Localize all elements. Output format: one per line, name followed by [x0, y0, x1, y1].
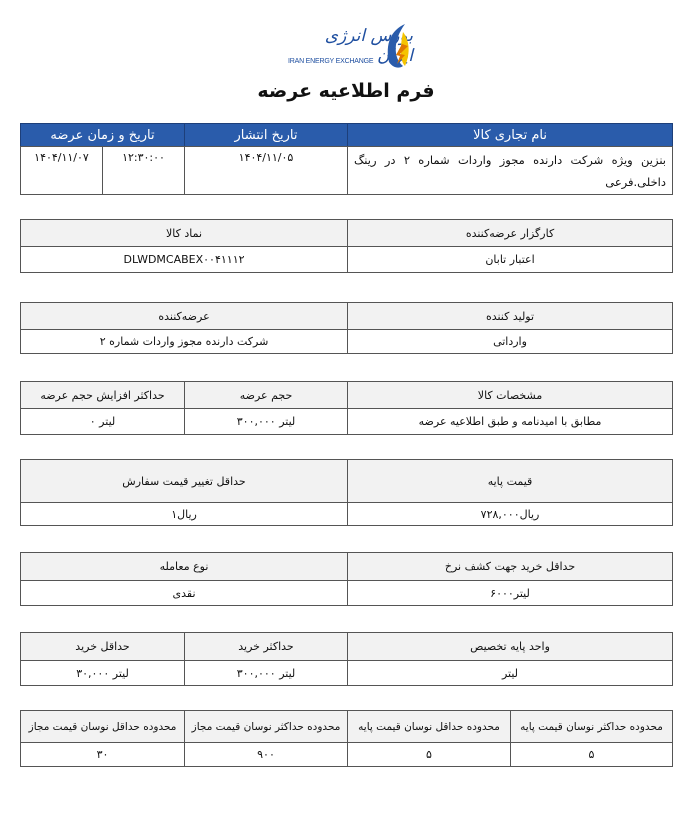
- table-header-cell: حجم عرضه: [184, 381, 348, 409]
- table-header-cell: قیمت پایه: [347, 459, 673, 503]
- table-header-cell: نماد کالا: [20, 219, 348, 247]
- logo-flame-icon: [387, 24, 409, 68]
- table-value-cell: لیتر ۰: [20, 408, 185, 435]
- table-value-cell: لیتر ۳۰۰,۰۰۰: [184, 660, 348, 686]
- table-header-cell: تاریخ و زمان عرضه: [20, 123, 185, 147]
- table-value-cell: ریال۱: [20, 502, 348, 526]
- table-value-cell: مطابق با امیدنامه و طبق اطلاعیه عرضه: [347, 408, 673, 435]
- table-header-cell: حداقل خرید جهت کشف نرخ: [347, 552, 673, 581]
- table-value-cell: لیتر ۳۰,۰۰۰: [20, 660, 185, 686]
- iran-energy-exchange-logo: بورس انرژی ایران IRAN ENERGY EXCHANGE: [283, 22, 413, 72]
- page-title: فرم اطلاعیه عرضه: [257, 80, 435, 102]
- table-header-cell: تولید کننده: [347, 302, 673, 330]
- table-header-cell: محدوده حداقل نوسان قیمت مجاز: [20, 710, 185, 743]
- table-header-cell: محدوده حداقل نوسان قیمت پایه: [347, 710, 511, 743]
- table-value-cell: ۱۲:۳۰:۰۰: [102, 146, 185, 195]
- table-header-cell: واحد پایه تخصیص: [347, 632, 673, 661]
- table-value-cell: ۱۴۰۴/۱۱/۰۵: [184, 146, 348, 195]
- table-value-cell: اعتبار تابان: [347, 246, 673, 273]
- table-header-cell: کارگزار عرضه‌کننده: [347, 219, 673, 247]
- table-value-cell: DLWDMCABEX۰۰۴۱۱۱۲: [20, 246, 348, 273]
- table-value-cell: ۳۰: [20, 742, 185, 767]
- table-value-cell: ریال۷۲۸,۰۰۰: [347, 502, 673, 526]
- table-header-cell: تاریخ انتشار: [184, 123, 348, 147]
- table-header-cell: حداکثر افزایش حجم عرضه: [20, 381, 185, 409]
- table-value-cell: ۱۴۰۴/۱۱/۰۷: [20, 146, 103, 195]
- table-header-cell: حداقل تغییر قیمت سفارش: [20, 459, 348, 503]
- table-header-cell: حداقل خرید: [20, 632, 185, 661]
- table-header-cell: مشخصات کالا: [347, 381, 673, 409]
- table-header-cell: محدوده حداکثر نوسان قیمت مجاز: [184, 710, 348, 743]
- table-value-cell: لیتر: [347, 660, 673, 686]
- table-value-cell: نقدی: [20, 580, 348, 606]
- table-value-cell: ۵: [347, 742, 511, 767]
- table-value-cell: لیتر۶۰۰۰: [347, 580, 673, 606]
- table-value-cell: لیتر ۳۰۰,۰۰۰: [184, 408, 348, 435]
- table-header-cell: حداکثر خرید: [184, 632, 348, 661]
- table-header-cell: نوع معامله: [20, 552, 348, 581]
- table-header-cell: محدوده حداکثر نوسان قیمت پایه: [510, 710, 673, 743]
- table-value-cell: ۵: [510, 742, 673, 767]
- table-value-cell: بنزین ویژه شرکت دارنده مجوز واردات شماره…: [347, 146, 673, 195]
- logo-text-en: IRAN ENERGY EXCHANGE: [288, 58, 374, 65]
- table-value-cell: شرکت دارنده مجوز واردات شماره ۲: [20, 329, 348, 354]
- table-value-cell: ۹۰۰: [184, 742, 348, 767]
- table-header-cell: عرضه‌کننده: [20, 302, 348, 330]
- table-header-cell: نام تجاری کالا: [347, 123, 673, 147]
- table-value-cell: وارداتی: [347, 329, 673, 354]
